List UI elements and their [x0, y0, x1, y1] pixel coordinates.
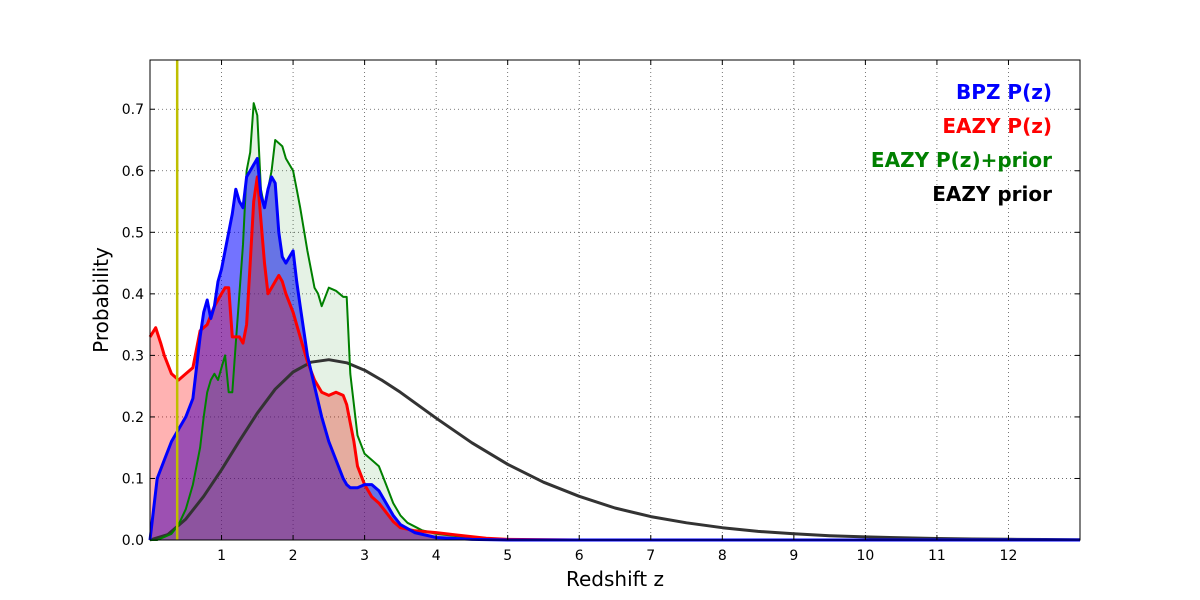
bpz-p-z-fill [150, 158, 1080, 540]
y-tick-label: 0.4 [122, 287, 144, 303]
legend-entry-eazy-p-z-prior: EAZY P(z)+prior [871, 148, 1052, 172]
eazy-p-z-prior-line [150, 102, 1080, 541]
y-tick-label: 0.0 [122, 533, 144, 549]
eazy-p-z-prior-fill [150, 103, 1080, 540]
x-tick-label: 11 [928, 548, 946, 564]
x-tick-label: 1 [217, 548, 226, 564]
eazy-p-z-fill [150, 176, 1080, 540]
y-tick-label: 0.6 [122, 164, 144, 180]
x-tick-label: 12 [1000, 548, 1018, 564]
x-tick-label: 2 [289, 548, 298, 564]
x-tick-label: 4 [432, 548, 441, 564]
grid-lines [150, 60, 1080, 541]
y-ticks: 0.0 0.1 0.2 0.3 0.4 0.5 0.6 0.7 [122, 102, 1080, 549]
x-tick-label: 7 [646, 548, 655, 564]
x-tick-label: 9 [789, 548, 798, 564]
x-tick-label: 10 [856, 548, 874, 564]
legend-entry-eazy-prior: EAZY prior [932, 182, 1052, 206]
bpz-p-z-line [148, 157, 1080, 542]
x-tick-label: 8 [718, 548, 727, 564]
series-fills [150, 103, 1080, 540]
eazy-prior-line [149, 358, 1081, 542]
legend-entry-bpz-p-z: BPZ P(z) [956, 80, 1052, 104]
legend: BPZ P(z) EAZY P(z) EAZY P(z)+prior EAZY pri… [871, 80, 1052, 206]
x-axis-label: Redshift z [566, 567, 664, 591]
y-axis-label: Probability [89, 247, 113, 353]
x-tick-label: 5 [503, 548, 512, 564]
y-tick-label: 0.1 [122, 471, 144, 487]
legend-entry-eazy-p-z: EAZY P(z) [942, 114, 1052, 138]
series-lines [148, 102, 1081, 542]
y-tick-label: 0.7 [122, 102, 144, 118]
x-tick-label: 3 [360, 548, 369, 564]
x-ticks: 1 2 3 4 5 6 7 8 9 10 11 12 [217, 60, 1017, 564]
y-tick-label: 0.2 [122, 410, 144, 426]
x-tick-label: 6 [575, 548, 584, 564]
y-tick-label: 0.3 [122, 348, 144, 364]
plot-frame [149, 59, 1081, 541]
y-tick-label: 0.5 [122, 225, 144, 241]
